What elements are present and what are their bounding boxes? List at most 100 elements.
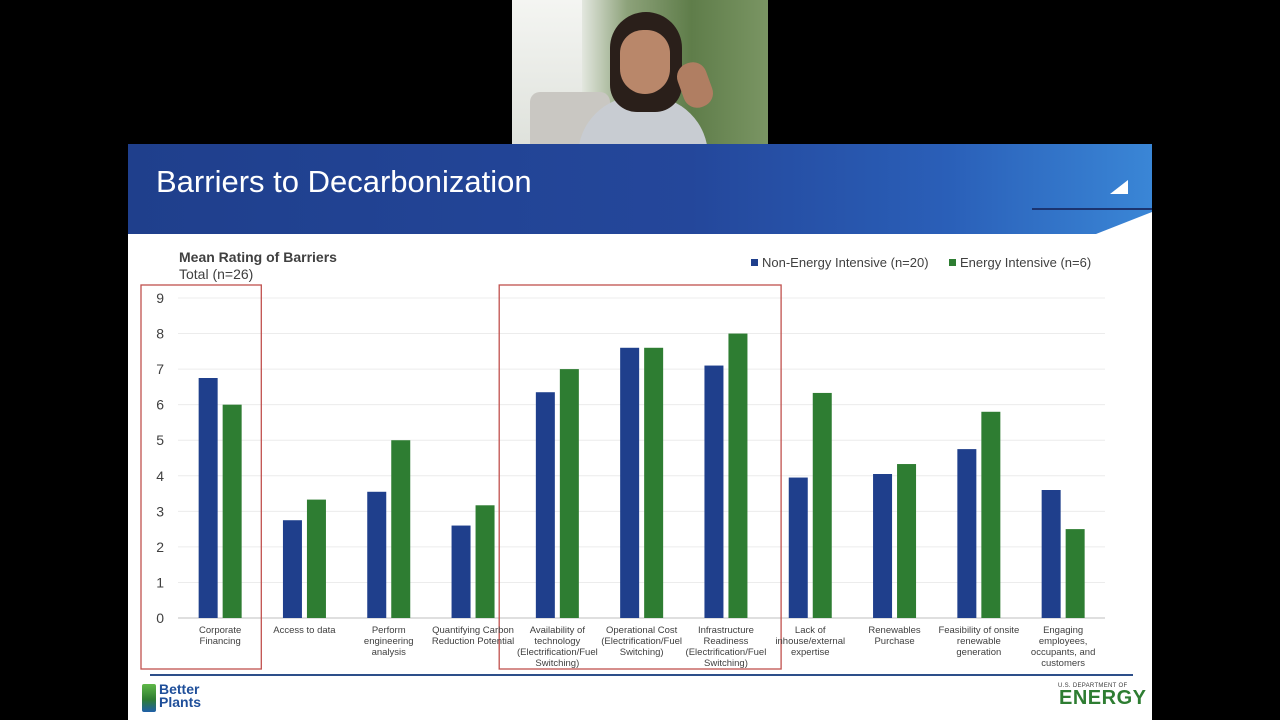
y-tick-label: 8 — [156, 326, 164, 342]
bar-non-energy-intensive — [704, 365, 724, 618]
x-category-label: Feasibility of onsite renewable generation — [938, 625, 1019, 658]
highlight-box — [498, 284, 782, 670]
x-category-label-line: Perform — [372, 625, 406, 636]
x-category-label-line: Feasibility of onsite — [938, 625, 1019, 636]
webcam-video — [512, 0, 768, 144]
x-category-label-line: Purchase — [874, 636, 914, 647]
y-tick-label: 0 — [156, 610, 164, 626]
x-category-label-line: Corporate — [199, 625, 241, 636]
presentation-slide: Barriers to Decarbonization Mean Rating … — [128, 144, 1152, 720]
y-tick-label: 3 — [156, 503, 164, 519]
x-category-label: Quantifying Carbon Reduction Potential — [432, 625, 514, 647]
bar-energy-intensive — [644, 347, 664, 618]
bar-non-energy-intensive — [1041, 490, 1061, 618]
banner-triangle-icon — [1110, 180, 1128, 194]
slide-banner: Barriers to Decarbonization — [128, 144, 1152, 234]
x-category-label-line: Infrastructure — [698, 625, 754, 636]
x-category-label-line: inhouse/external — [775, 636, 845, 647]
x-category-label: Operational Cost (Electrification/Fuel Swi… — [601, 625, 682, 658]
bar-non-energy-intensive — [535, 392, 555, 618]
doe-logo-small-text: U.S. DEPARTMENT OF — [1058, 683, 1128, 689]
y-tick-label: 2 — [156, 539, 164, 555]
bar-non-energy-intensive — [282, 520, 302, 618]
bar-non-energy-intensive — [957, 449, 977, 618]
x-category-label-line: (Electrification/Fuel — [601, 636, 682, 647]
bar-non-energy-intensive — [451, 525, 471, 618]
x-category-label: Infrastructure Readiness (Electrification/… — [686, 625, 767, 669]
x-category-label-line: Reduction Potential — [432, 636, 514, 647]
bar-non-energy-intensive — [788, 477, 808, 618]
x-category-label-line: (Electrification/Fuel — [517, 647, 598, 658]
doe-logo-text: ENERGY — [1059, 687, 1147, 709]
bar-non-energy-intensive — [873, 474, 893, 618]
y-tick-label: 5 — [156, 432, 164, 448]
bar-non-energy-intensive — [198, 378, 218, 618]
y-tick-label: 6 — [156, 397, 164, 413]
better-plants-logo: Better Plants — [142, 681, 222, 714]
x-category-label-line: employees, — [1039, 636, 1088, 647]
x-category-label-line: (Electrification/Fuel — [686, 647, 767, 658]
x-category-label-line: Operational Cost — [606, 625, 678, 636]
x-category-label: Perform engineering analysis — [364, 625, 414, 658]
bar-energy-intensive — [391, 440, 411, 618]
bar-chart: 0 1 2 3 4 5 6 7 8 9 Corporate Financing Access to da… — [140, 284, 1105, 670]
legend-label-non-energy-intensive: Non-Energy Intensive (n=20) — [762, 255, 929, 270]
x-category-label-line: Quantifying Carbon — [432, 625, 514, 636]
bar-energy-intensive — [222, 404, 242, 618]
x-category-label-line: occupants, and — [1031, 647, 1095, 658]
x-category-label: Corporate Financing — [199, 625, 241, 647]
slide-title: Barriers to Decarbonization — [156, 164, 532, 199]
bar-energy-intensive — [559, 369, 579, 618]
x-category-label-line: Switching) — [535, 658, 579, 669]
x-category-label-line: generation — [956, 647, 1001, 658]
y-tick-label: 4 — [156, 468, 164, 484]
x-category-label-line: Readiness — [704, 636, 749, 647]
x-category-label: Lack of inhouse/external expertise — [775, 625, 845, 658]
legend-item-energy-intensive: Energy Intensive (n=6) — [949, 255, 1091, 270]
legend-item-non-energy-intensive: Non-Energy Intensive (n=20) — [751, 255, 929, 270]
webcam-person-face — [620, 30, 670, 94]
x-category-label-line: Access to data — [273, 625, 336, 636]
better-plants-logo-icon — [142, 684, 156, 712]
bar-energy-intensive — [728, 333, 748, 618]
bar-energy-intensive — [475, 505, 495, 618]
x-category-label-line: expertise — [791, 647, 830, 658]
banner-line — [1032, 208, 1152, 210]
x-category-label-line: Financing — [200, 636, 241, 647]
x-category-label: Access to data — [273, 625, 336, 636]
x-category-label-line: customers — [1041, 658, 1085, 669]
y-tick-label: 7 — [156, 361, 164, 377]
chart-title: Mean Rating of Barriers — [179, 249, 337, 265]
webcam-person-hand — [673, 58, 717, 112]
chart-subtitle: Total (n=26) — [179, 266, 254, 282]
x-category-label-line: Availability of — [530, 625, 586, 636]
y-tick-label: 1 — [156, 574, 164, 590]
bar-non-energy-intensive — [367, 491, 387, 618]
x-category-label: Renewables Purchase — [868, 625, 921, 647]
x-category-label-line: analysis — [372, 647, 407, 658]
highlight-box — [140, 284, 262, 670]
x-category-label-line: Switching) — [704, 658, 748, 669]
footer-divider — [150, 674, 1133, 676]
x-category-label-line: renewable — [957, 636, 1001, 647]
x-category-label: Engaging employees, occupants, and customer… — [1031, 625, 1095, 669]
x-category-label-line: Engaging — [1043, 625, 1083, 636]
legend-swatch-non-energy-intensive — [751, 259, 758, 266]
bar-energy-intensive — [812, 392, 832, 618]
x-category-label: Availability of technology (Electrificatio… — [517, 625, 598, 669]
x-category-label-line: Renewables — [868, 625, 921, 636]
bar-energy-intensive — [1065, 529, 1085, 618]
better-plants-logo-text: Better Plants — [159, 681, 202, 710]
x-category-label-line: Switching) — [620, 647, 664, 658]
y-tick-label: 9 — [156, 290, 164, 306]
x-category-label-line: engineering — [364, 636, 414, 647]
legend-swatch-energy-intensive — [949, 259, 956, 266]
x-category-label-line: Lack of — [795, 625, 826, 636]
bar-energy-intensive — [981, 411, 1001, 618]
banner-corner-triangle — [1096, 212, 1152, 234]
x-category-label-line: technology — [534, 636, 580, 647]
bar-non-energy-intensive — [620, 347, 640, 618]
bar-energy-intensive — [306, 499, 326, 618]
bar-energy-intensive — [897, 464, 917, 618]
legend-label-energy-intensive: Energy Intensive (n=6) — [960, 255, 1092, 270]
